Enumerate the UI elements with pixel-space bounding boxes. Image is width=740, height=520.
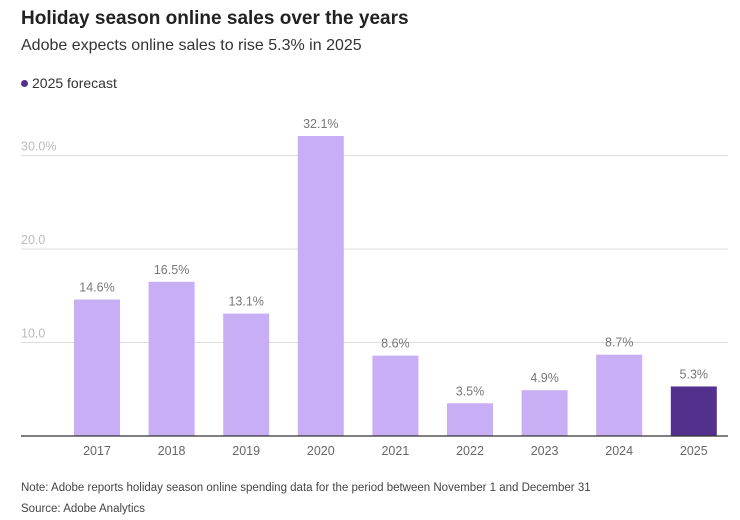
legend-label-forecast: 2025 forecast: [32, 75, 117, 91]
bar: [297, 136, 344, 436]
bar-value-label: 16.5%: [154, 263, 189, 277]
x-tick-label: 2022: [456, 444, 484, 458]
bar: [372, 355, 419, 436]
chart-subtitle: Adobe expects online sales to rise 5.3% …: [21, 37, 362, 54]
bar-value-label: 8.6%: [381, 337, 410, 351]
x-tick-label: 2024: [605, 444, 633, 458]
bar-value-label: 13.1%: [228, 295, 263, 309]
bar: [74, 299, 120, 436]
source-note: Source: Adobe Analytics: [21, 503, 146, 515]
x-tick-label: 2021: [381, 444, 409, 458]
x-tick-label: 2019: [232, 444, 260, 458]
y-tick-label: 30.0%: [21, 140, 56, 154]
x-tick-label: 2020: [307, 444, 335, 458]
y-tick-label: 10.0: [21, 327, 45, 341]
x-tick-label: 2018: [158, 444, 186, 458]
bar-value-label: 5.3%: [680, 367, 709, 381]
bar-value-label: 14.6%: [79, 281, 114, 295]
bar: [148, 281, 195, 436]
bar-value-label: 32.1%: [303, 117, 338, 131]
bar: [521, 390, 568, 436]
footnote: Note: Adobe reports holiday season onlin…: [21, 482, 591, 494]
bar: [670, 386, 717, 436]
x-tick-label: 2023: [531, 444, 559, 458]
bar: [596, 354, 643, 436]
x-tick-label: 2017: [83, 444, 111, 458]
bar: [447, 403, 493, 436]
legend: 2025 forecast: [21, 75, 117, 91]
chart-title: Holiday season online sales over the yea…: [21, 8, 409, 29]
bar-value-label: 8.7%: [605, 336, 634, 350]
bar-value-label: 3.5%: [456, 384, 485, 398]
bar: [223, 313, 270, 436]
x-tick-label: 2025: [680, 444, 708, 458]
bar-value-label: 4.9%: [530, 371, 559, 385]
legend-swatch-forecast: [21, 79, 28, 87]
y-tick-label: 20.0: [21, 233, 45, 247]
bar-chart: 10.0 20.0 30.0% 14.6% 2017 16.5% 2018 13.1% 2019…: [21, 117, 728, 458]
